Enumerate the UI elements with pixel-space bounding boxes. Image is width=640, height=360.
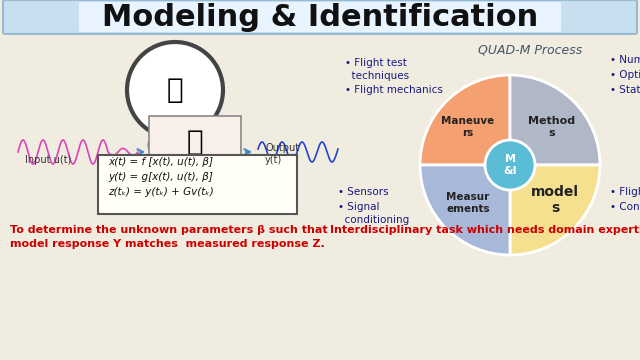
Text: • Flight mechanics: • Flight mechanics: [610, 187, 640, 197]
Text: Output
y(t): Output y(t): [265, 143, 299, 165]
Text: Method
s: Method s: [529, 116, 575, 138]
Text: • Statistics: • Statistics: [610, 85, 640, 95]
Text: • Sensors: • Sensors: [338, 187, 388, 197]
Text: 🚁: 🚁: [166, 76, 183, 104]
Text: M
&I: M &I: [503, 154, 517, 176]
Text: • Optimization: • Optimization: [610, 70, 640, 80]
FancyBboxPatch shape: [3, 0, 637, 34]
Text: QUAD-M Process: QUAD-M Process: [478, 44, 582, 57]
Text: model
s: model s: [531, 185, 579, 215]
Circle shape: [127, 42, 223, 138]
Text: ❓: ❓: [187, 128, 204, 156]
Text: To determine the unknown parameters β such that
model response Y matches  measur: To determine the unknown parameters β su…: [10, 225, 328, 249]
Text: • Flight mechanics: • Flight mechanics: [345, 85, 443, 95]
Circle shape: [485, 140, 535, 190]
FancyBboxPatch shape: [79, 2, 561, 32]
Text: • Signal
  conditioning: • Signal conditioning: [338, 202, 409, 225]
Text: y(t) = g[x(t), u(t), β]: y(t) = g[x(t), u(t), β]: [108, 172, 212, 182]
Text: Measur
ements: Measur ements: [446, 192, 490, 214]
Wedge shape: [510, 165, 600, 255]
Text: ẋ(t) = f [x(t), u(t), β]: ẋ(t) = f [x(t), u(t), β]: [108, 157, 213, 167]
Text: Interdisciplinary task which needs domain expertise.: Interdisciplinary task which needs domai…: [330, 225, 640, 235]
Circle shape: [164, 156, 172, 162]
Text: Maneuve
rs: Maneuve rs: [442, 116, 495, 138]
Text: Modeling & Identification: Modeling & Identification: [102, 3, 538, 31]
Wedge shape: [510, 75, 600, 165]
Wedge shape: [420, 75, 510, 165]
Text: • Numerical techniques: • Numerical techniques: [610, 55, 640, 65]
Text: • Flight test
  techniques: • Flight test techniques: [345, 58, 409, 81]
FancyBboxPatch shape: [98, 155, 297, 214]
Circle shape: [148, 138, 162, 152]
Text: • Control theory: • Control theory: [610, 202, 640, 212]
Text: Input u(t): Input u(t): [25, 155, 72, 165]
Circle shape: [157, 148, 167, 158]
FancyBboxPatch shape: [149, 116, 241, 170]
Wedge shape: [420, 165, 510, 255]
Text: z(tₖ) = y(tₖ) + Gv(tₖ): z(tₖ) = y(tₖ) + Gv(tₖ): [108, 187, 214, 197]
